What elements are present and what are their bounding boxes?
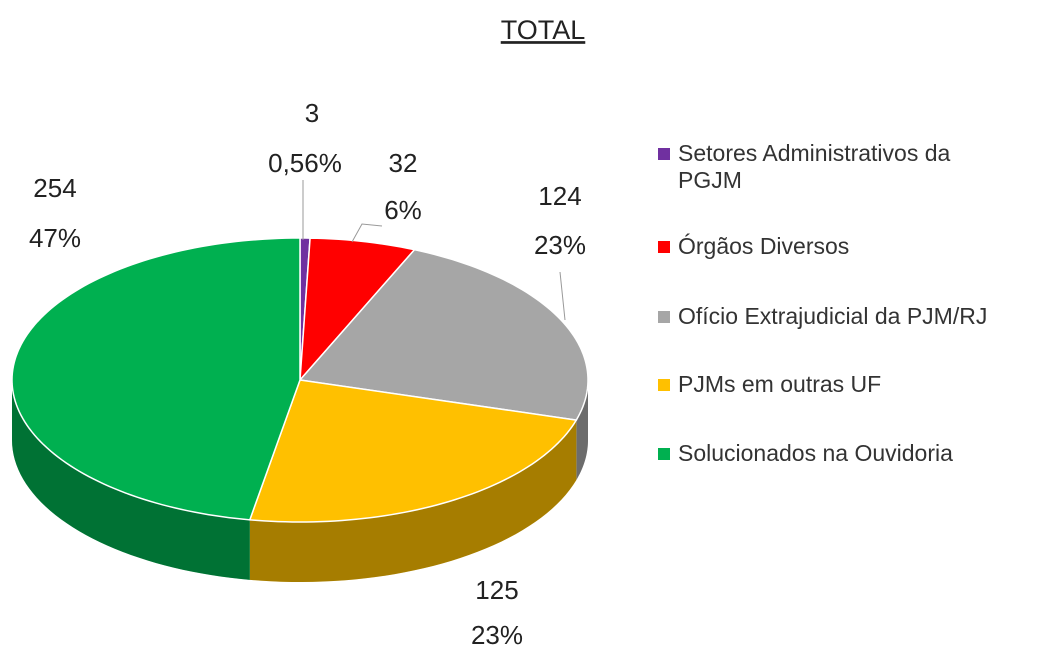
pie-slice [248, 379, 578, 523]
legend-item: Ofício Extrajudicial da PJM/RJ [658, 303, 987, 330]
pie-side-shade [249, 420, 577, 582]
data-label: 254 [33, 173, 76, 203]
data-label-percent: 6% [384, 195, 422, 225]
pie-side-shade [576, 380, 588, 481]
pie-slice [298, 248, 589, 421]
data-label: 125 [475, 575, 518, 605]
data-label-percent: 47% [29, 223, 81, 253]
legend-label: Ofício Extrajudicial da PJM/RJ [678, 303, 988, 329]
pie-side [12, 380, 250, 580]
legend-label: Órgãos Diversos [678, 233, 850, 259]
legend-swatch [658, 448, 670, 460]
data-label-percent: 23% [471, 620, 523, 648]
pie-side [249, 420, 577, 582]
pie-slice [299, 237, 416, 383]
data-label-percent: 23% [534, 230, 586, 260]
pie-side [576, 380, 588, 481]
pie-slice [11, 237, 301, 521]
pie-side-shade [12, 380, 250, 580]
legend-item: PJMs em outras UF [658, 371, 881, 398]
chart-title: TOTAL [501, 15, 586, 45]
data-label-percent: 0,56% [268, 148, 342, 178]
legend-swatch [658, 148, 670, 160]
leader-line [559, 271, 566, 321]
legend-item: Setores Administrativos da PGJM [658, 140, 988, 194]
legend-swatch [658, 311, 670, 323]
legend-item: Órgãos Diversos [658, 233, 849, 260]
leader-line [351, 223, 383, 243]
legend-label: Solucionados na Ouvidoria [678, 440, 953, 466]
pie [11, 237, 589, 582]
legend-label: Setores Administrativos da PGJM [678, 140, 951, 193]
legend-label: PJMs em outras UF [678, 371, 882, 397]
legend-swatch [658, 241, 670, 253]
data-label: 124 [538, 181, 581, 211]
legend-item: Solucionados na Ouvidoria [658, 440, 953, 467]
legend-swatch [658, 379, 670, 391]
data-label: 32 [389, 148, 418, 178]
data-label: 3 [305, 98, 319, 128]
